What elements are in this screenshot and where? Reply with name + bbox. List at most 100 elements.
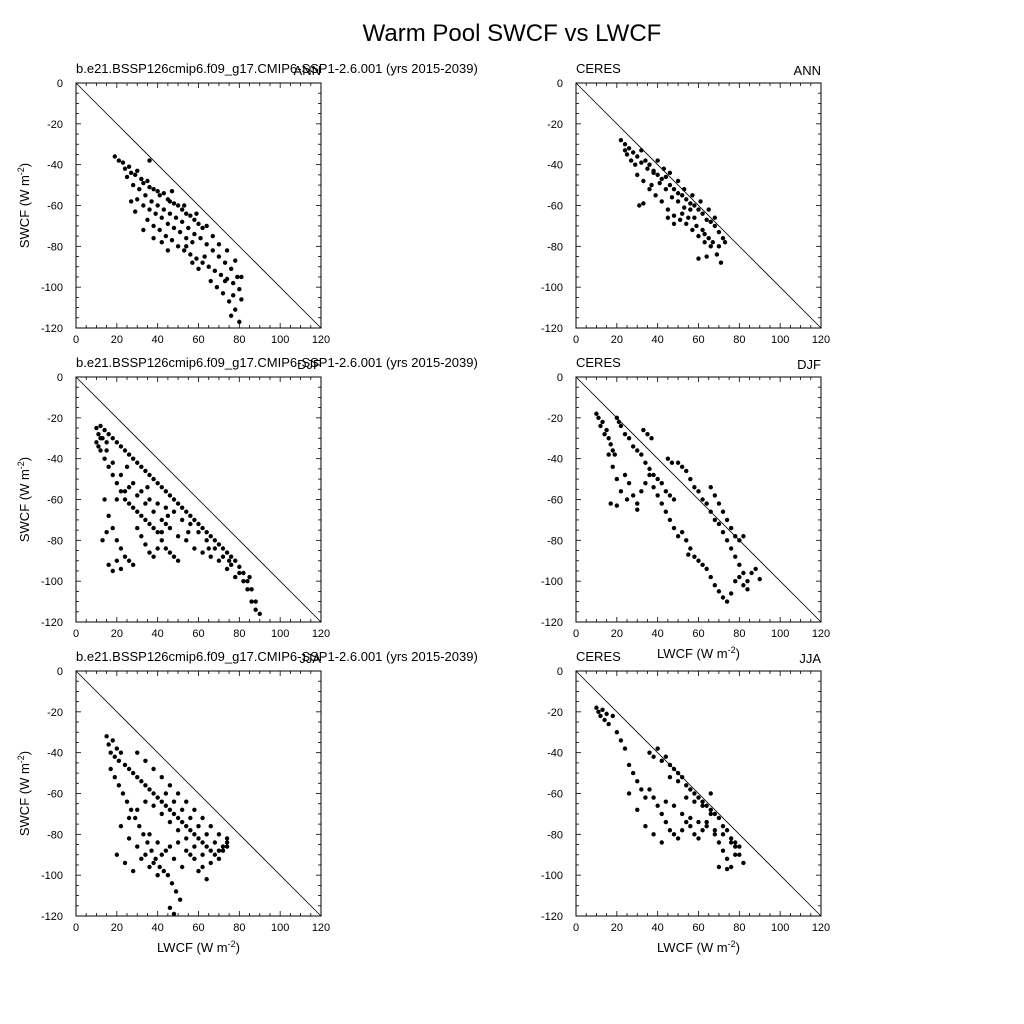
scatter-point <box>151 223 156 229</box>
scatter-point <box>724 828 730 833</box>
scatter-point <box>130 770 136 776</box>
x-tick-label: 0 <box>573 922 579 934</box>
scatter-point <box>110 472 115 478</box>
scatter-series <box>94 423 262 617</box>
scatter-point <box>159 517 164 523</box>
scatter-point <box>200 815 205 821</box>
scatter-point <box>224 844 230 849</box>
scatter-point <box>596 415 601 421</box>
scatter-point <box>737 538 742 543</box>
scatter-point <box>208 848 213 853</box>
scatter-point <box>147 787 152 792</box>
scatter-point <box>147 184 152 190</box>
scatter-point <box>614 730 620 735</box>
scatter-point <box>184 799 189 804</box>
scatter-point <box>175 244 181 249</box>
x-tick-label: 120 <box>312 628 330 640</box>
scatter-point <box>179 517 185 523</box>
scatter-point <box>114 497 120 502</box>
x-tick-label: 80 <box>733 922 745 934</box>
scatter-point <box>190 240 195 245</box>
scatter-point <box>94 440 99 445</box>
scatter-point <box>126 485 132 490</box>
x-tick-label: 100 <box>271 922 289 934</box>
scatter-point <box>741 534 746 539</box>
scatter-point <box>704 566 709 572</box>
scatter-point <box>639 160 644 165</box>
scatter-point <box>186 529 191 535</box>
scatter-point <box>208 823 213 829</box>
x-tick-label: 80 <box>233 334 245 346</box>
scatter-point <box>753 566 758 572</box>
scatter-point <box>600 707 605 712</box>
x-tick-label: 100 <box>771 628 789 640</box>
scatter-point <box>704 819 709 825</box>
scatter-point <box>167 844 173 849</box>
scatter-point <box>175 203 181 208</box>
scatter-point <box>196 836 201 841</box>
y-tick-label: -40 <box>547 748 563 760</box>
scatter-point <box>143 852 148 857</box>
scatter-point <box>702 240 707 245</box>
scatter-point <box>220 554 226 559</box>
scatter-point <box>624 152 630 157</box>
scatter-point <box>155 840 160 845</box>
scatter-point <box>220 546 226 551</box>
scatter-point <box>171 201 177 206</box>
x-tick-label: 120 <box>812 628 830 640</box>
scatter-point <box>179 505 185 510</box>
scatter-point <box>135 460 140 465</box>
scatter-point <box>118 750 124 755</box>
scatter-point <box>167 211 173 216</box>
scatter-point <box>635 448 640 453</box>
scatter-point <box>171 509 177 514</box>
scatter-point <box>102 427 107 433</box>
scatter-point <box>733 852 738 857</box>
scatter-point <box>635 779 640 784</box>
scatter-point <box>671 221 677 227</box>
reference-line <box>575 670 822 917</box>
y-tick-label: -120 <box>41 911 63 923</box>
scatter-point <box>733 554 738 559</box>
scatter-point <box>720 509 726 514</box>
scatter-point <box>757 576 762 582</box>
scatter-point <box>163 489 169 494</box>
scatter-point <box>165 248 171 253</box>
scatter-point <box>686 215 691 220</box>
scatter-point <box>149 848 154 853</box>
scatter-point <box>655 803 660 808</box>
scatter-point <box>688 546 693 551</box>
panel-model-ann: 0 20 40 60 80 100 120 0 -20 -40 -60 -80 -100 -120 b.e2… <box>16 61 478 346</box>
scatter-point <box>618 489 624 494</box>
scatter-point <box>163 791 169 796</box>
scatter-point <box>212 840 218 845</box>
scatter-point <box>630 444 636 449</box>
scatter-point <box>679 211 685 216</box>
scatter-point <box>141 227 146 233</box>
scatter-point <box>159 485 164 490</box>
scatter-point <box>192 844 197 849</box>
scatter-point <box>724 538 730 543</box>
scatter-point <box>618 423 624 429</box>
scatter-point <box>682 205 687 210</box>
scatter-point <box>688 823 693 829</box>
y-tick-label: -40 <box>47 160 63 172</box>
scatter-point <box>206 264 211 269</box>
scatter-point <box>128 807 134 813</box>
scatter-point <box>614 503 620 508</box>
x-tick-label: 120 <box>312 922 330 934</box>
scatter-point <box>155 872 160 878</box>
x-tick-label: 120 <box>812 334 830 346</box>
scatter-point <box>179 864 185 870</box>
scatter-point <box>233 558 238 563</box>
scatter-point <box>718 260 724 265</box>
scatter-point <box>626 436 632 441</box>
scatter-point <box>724 866 730 872</box>
scatter-point <box>712 223 718 229</box>
x-tick-label: 120 <box>312 334 330 346</box>
scatter-point <box>606 721 611 727</box>
scatter-point <box>145 485 150 490</box>
scatter-point <box>126 558 132 563</box>
scatter-point <box>157 227 162 233</box>
x-tick-label: 60 <box>692 334 704 346</box>
